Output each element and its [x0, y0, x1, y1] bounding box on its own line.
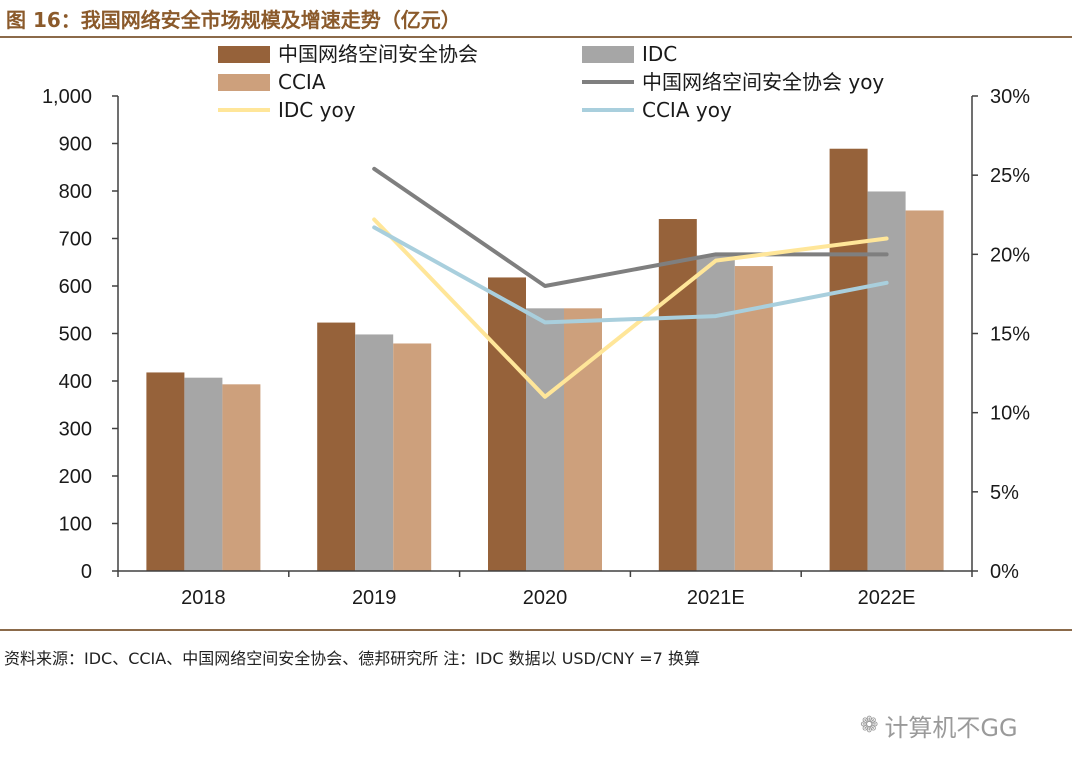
- y-right-tick-label: 30%: [990, 86, 1030, 108]
- legend-label-4: IDC yoy: [278, 98, 356, 122]
- x-tick-label: 2021E: [687, 587, 745, 609]
- y-left-tick-label: 500: [59, 324, 92, 346]
- x-tick-label: 2020: [523, 587, 568, 609]
- legend-label-5: CCIA yoy: [642, 98, 732, 122]
- y-right-tick-label: 20%: [990, 244, 1030, 266]
- y-right-tick-label: 0%: [990, 561, 1019, 583]
- y-left-tick-label: 800: [59, 181, 92, 203]
- y-left-tick-label: 1,000: [42, 86, 92, 108]
- bar-1-4: [867, 191, 906, 571]
- chart-title: 图 16：我国网络安全市场规模及增速走势（亿元）: [6, 8, 461, 32]
- y-left-tick-label: 400: [59, 371, 92, 393]
- bar-0-2: [488, 277, 526, 571]
- bar-2-4: [905, 210, 944, 571]
- legend-swatch-2: [218, 74, 270, 91]
- y-left-tick-label: 900: [59, 134, 92, 156]
- bar-2-0: [222, 384, 261, 571]
- bar-0-0: [146, 372, 185, 571]
- x-tick-label: 2019: [352, 587, 397, 609]
- line-series-0: [372, 166, 889, 288]
- axes-layer: 0 100 200 300 400 500 600 700 800 900 1,000 0% 5% 10%…: [42, 86, 1030, 609]
- legend-label-2: CCIA: [278, 70, 326, 94]
- y-left-tick-label: 100: [59, 514, 92, 536]
- bar-0-4: [829, 148, 868, 571]
- line-series-1: [372, 217, 889, 399]
- bar-1-3: [696, 255, 735, 571]
- watermark-text: 计算机不GG: [884, 714, 1018, 742]
- bars-layer: [146, 148, 944, 571]
- y-right-tick-label: 10%: [990, 403, 1030, 425]
- bar-1-2: [526, 308, 564, 571]
- legend-swatch-1: [582, 46, 634, 63]
- y-right-tick-label: 15%: [990, 324, 1030, 346]
- y-right-tick-label: 25%: [990, 165, 1030, 187]
- y-left-tick-label: 700: [59, 229, 92, 251]
- line-series-2: [372, 225, 889, 325]
- y-left-tick-label: 300: [59, 419, 92, 441]
- y-left-tick-label: 0: [81, 561, 92, 583]
- legend-label-3: 中国网络空间安全协会 yoy: [642, 70, 884, 94]
- y-left-tick-label: 600: [59, 276, 92, 298]
- bar-1-0: [184, 377, 223, 571]
- bar-1-1: [355, 334, 394, 571]
- bar-0-3: [658, 219, 697, 571]
- legend: 中国网络空间安全协会 IDC CCIA 中国网络空间安全协会 yoy IDC yoy CC…: [218, 42, 884, 122]
- source-note: 资料来源：IDC、CCIA、中国网络空间安全协会、德邦研究所 注：IDC 数据以…: [4, 649, 700, 668]
- y-left-tick-label: 200: [59, 466, 92, 488]
- bar-2-2: [564, 308, 602, 571]
- top-divider: [0, 36, 1072, 38]
- bottom-divider: [0, 629, 1072, 631]
- legend-label-0: 中国网络空间安全协会: [278, 42, 478, 66]
- x-tick-label: 2018: [181, 587, 226, 609]
- bar-2-3: [734, 266, 773, 571]
- legend-label-1: IDC: [642, 42, 677, 66]
- chart-area: 0 100 200 300 400 500 600 700 800 900 1,000 0% 5% 10%…: [42, 42, 1030, 609]
- lines-layer: [372, 166, 889, 399]
- wechat-icon: ❁: [860, 713, 879, 738]
- bar-2-1: [393, 343, 432, 571]
- watermark: ❁ 计算机不GG: [860, 708, 1018, 743]
- bar-0-1: [317, 322, 356, 571]
- x-tick-label: 2022E: [858, 587, 916, 609]
- legend-swatch-0: [218, 46, 270, 63]
- y-right-tick-label: 5%: [990, 482, 1019, 504]
